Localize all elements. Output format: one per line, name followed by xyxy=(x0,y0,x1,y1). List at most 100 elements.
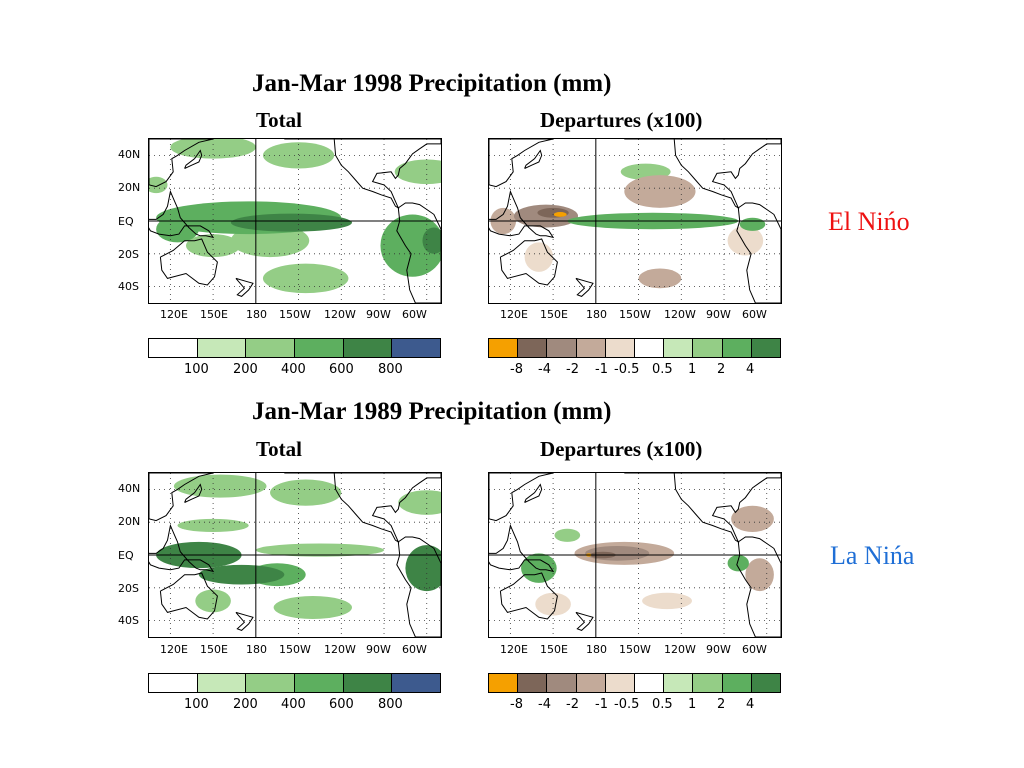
lon-tick-label: 120E xyxy=(160,308,188,321)
lat-tick-label: 40N xyxy=(118,148,141,161)
lon-tick-label: 150E xyxy=(200,643,228,656)
panel-title-1989: Jan-Mar 1989 Precipitation (mm) xyxy=(252,398,612,425)
lon-tick-label: 150W xyxy=(279,308,311,321)
colorbar-total-1998 xyxy=(148,338,441,358)
lon-tick-label: 150W xyxy=(619,643,651,656)
precip-region xyxy=(270,479,342,506)
coastline xyxy=(499,238,558,286)
subtitle-departures-1998: Departures (x100) xyxy=(540,108,703,132)
colorbar-label: 200 xyxy=(233,697,258,712)
colorbar-label: 0.5 xyxy=(652,697,673,712)
coastline xyxy=(524,149,543,169)
colorbar-swatch xyxy=(605,339,636,357)
lon-tick-label: 120E xyxy=(500,643,528,656)
precip-region xyxy=(554,528,581,542)
lon-tick-label: 150E xyxy=(200,308,228,321)
colorbar-labels-departures-1998: -8 -4 -2 -1 -0.5 0.5 1 2 4 xyxy=(488,362,781,378)
colorbar-label: -2 xyxy=(566,362,579,377)
precip-region xyxy=(521,553,557,583)
colorbar-label: -4 xyxy=(538,362,551,377)
subtitle-departures-1989: Departures (x100) xyxy=(540,437,703,461)
precip-region xyxy=(273,596,352,619)
lon-tick-label: 180 xyxy=(586,308,607,321)
colorbar-label: 2 xyxy=(717,362,726,377)
colorbar-swatch xyxy=(751,674,781,692)
coastline xyxy=(524,483,543,503)
colorbar-label: 400 xyxy=(281,697,306,712)
precip-region xyxy=(638,268,682,289)
colorbar-swatch xyxy=(295,339,344,357)
colorbar-swatch xyxy=(605,674,636,692)
coastline xyxy=(489,139,554,188)
precip-region xyxy=(149,176,168,194)
colorbar-labels-departures-1989: -8 -4 -2 -1 -0.5 0.5 1 2 4 xyxy=(488,697,781,713)
coastline xyxy=(235,611,254,631)
colorbar-label: 2 xyxy=(717,697,726,712)
colorbar-label: 200 xyxy=(233,362,258,377)
lon-ticks-departures-1989: 120E 150E 180 150W 120W 90W 60W xyxy=(488,643,780,659)
lat-tick-label: 20S xyxy=(118,248,139,261)
lon-tick-label: 120E xyxy=(160,643,188,656)
colorbar-swatch xyxy=(547,674,577,692)
colorbar-label: 600 xyxy=(329,697,354,712)
precip-region xyxy=(739,217,766,231)
coastline xyxy=(149,189,215,239)
colorbar-label: 800 xyxy=(378,697,403,712)
lon-ticks-total-1998: 120E 150E 180 150W 120W 90W 60W xyxy=(148,308,440,324)
lat-tick-label: EQ xyxy=(118,549,134,562)
precip-region xyxy=(398,490,441,515)
colorbar-label: -0.5 xyxy=(614,697,640,712)
label-el-nino: El Nińo xyxy=(828,207,910,236)
coastline xyxy=(736,536,781,637)
lon-tick-label: 60W xyxy=(402,643,427,656)
colorbar-label: 600 xyxy=(329,362,354,377)
colorbar-swatch xyxy=(664,339,694,357)
precip-region xyxy=(624,175,696,208)
lon-tick-label: 60W xyxy=(402,308,427,321)
panel-title-1998: Jan-Mar 1998 Precipitation (mm) xyxy=(252,70,612,97)
colorbar-labels-total-1998: 100 200 400 600 800 xyxy=(148,362,441,378)
coastline xyxy=(396,202,441,303)
coastline xyxy=(284,139,441,210)
coastline xyxy=(149,473,214,522)
colorbar-swatch xyxy=(149,674,198,692)
subtitle-total-1989: Total xyxy=(256,437,302,461)
lat-tick-label: EQ xyxy=(118,215,134,228)
lat-tick-label: 20S xyxy=(118,582,139,595)
colorbar-swatch xyxy=(664,674,694,692)
lon-tick-label: 150W xyxy=(279,643,311,656)
precip-region xyxy=(535,592,571,616)
coastline xyxy=(499,572,558,620)
colorbar-label: 1 xyxy=(688,697,697,712)
coastline xyxy=(235,277,254,297)
lon-ticks-departures-1998: 120E 150E 180 150W 120W 90W 60W xyxy=(488,308,780,324)
precip-region xyxy=(405,545,441,592)
colorbar-swatch xyxy=(722,674,752,692)
colorbar-swatch xyxy=(547,339,577,357)
precip-region xyxy=(255,543,385,557)
map-total-1998 xyxy=(148,138,442,304)
colorbar-swatch xyxy=(693,674,723,692)
colorbar-label: -2 xyxy=(566,697,579,712)
coastline xyxy=(159,238,218,286)
lon-tick-label: 180 xyxy=(586,643,607,656)
precip-region xyxy=(262,263,349,294)
coastline xyxy=(396,536,441,637)
lon-tick-label: 90W xyxy=(366,643,391,656)
colorbar-label: 400 xyxy=(281,362,306,377)
label-la-nina: La Nińa xyxy=(830,541,915,570)
lon-tick-label: 120W xyxy=(664,308,696,321)
lon-tick-label: 150E xyxy=(540,308,568,321)
colorbar-swatch xyxy=(722,339,752,357)
precip-region xyxy=(731,505,774,533)
colorbar-swatch xyxy=(518,674,548,692)
colorbar-label: -4 xyxy=(538,697,551,712)
colorbar-label: -8 xyxy=(510,362,523,377)
colorbar-label: 4 xyxy=(746,697,755,712)
coastline xyxy=(284,473,441,544)
colorbar-total-1989 xyxy=(148,673,441,693)
colorbar-swatch xyxy=(489,339,519,357)
precip-region xyxy=(156,216,199,243)
colorbar-label: 100 xyxy=(184,362,209,377)
colorbar-label: -1 xyxy=(595,362,608,377)
